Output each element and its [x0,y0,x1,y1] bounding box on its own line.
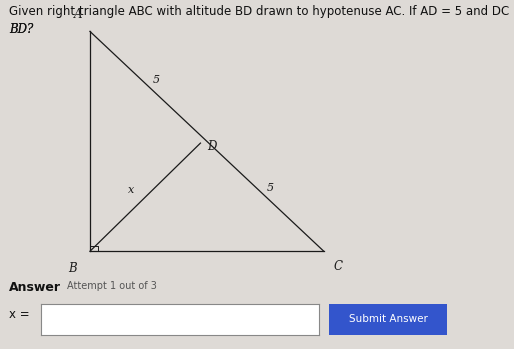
Text: BD?: BD? [9,23,33,36]
Text: Given right triangle ABC with altitude BD drawn to hypotenuse AC. If AD = 5 and : Given right triangle ABC with altitude B… [9,5,514,18]
Text: x =: x = [9,307,30,321]
Text: x: x [128,185,134,195]
Text: Answer: Answer [9,281,61,294]
Text: BD?: BD? [9,23,33,36]
Text: A: A [74,8,82,21]
Text: C: C [333,260,342,273]
Text: B: B [68,262,77,275]
Text: Attempt 1 out of 3: Attempt 1 out of 3 [67,281,157,291]
Text: D: D [208,140,217,153]
Text: 5: 5 [266,184,273,193]
Text: Submit Answer: Submit Answer [348,314,428,324]
Text: 5: 5 [153,75,160,85]
